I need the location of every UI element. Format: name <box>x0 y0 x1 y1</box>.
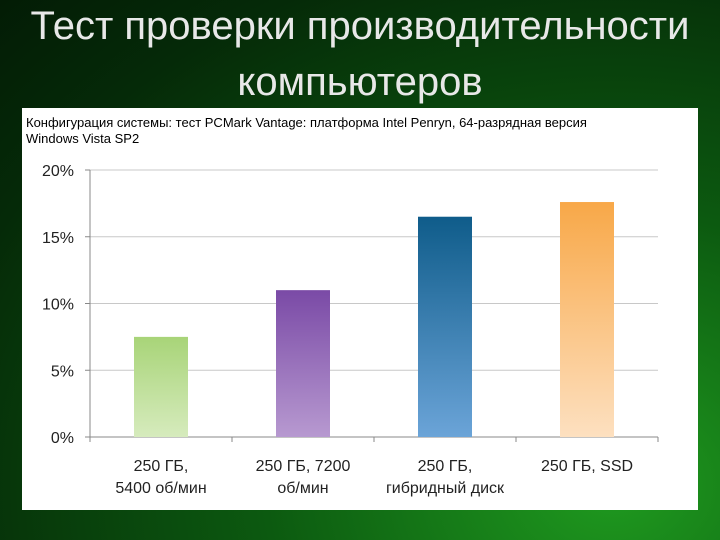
label-layer: 0% 5% 10% 15% 20% 250 ГБ, 5400 об/мин 250 ГБ, 7… <box>42 163 633 497</box>
chart-title: Конфигурация системы: тест PCMark Vantag… <box>26 115 694 147</box>
slide-title: Тест проверки производительности компьют… <box>0 0 720 108</box>
x-tick-label: гибридный диск <box>386 480 505 497</box>
x-tick-label: 250 ГБ, <box>418 458 473 475</box>
y-tick-label: 20% <box>42 163 74 180</box>
slide-title-line2: компьютеров <box>237 60 483 104</box>
bar <box>134 336 188 437</box>
y-tick-label: 15% <box>42 230 74 247</box>
bar <box>418 216 472 437</box>
x-tick-label: 5400 об/мин <box>115 480 206 497</box>
bar-layer <box>134 202 614 437</box>
chart-title-line2: Windows Vista SP2 <box>26 131 140 146</box>
x-tick-label: 250 ГБ, 7200 <box>256 458 351 475</box>
y-tick-label: 5% <box>51 363 74 380</box>
slide-title-line1: Тест проверки производительности <box>30 4 690 48</box>
chart-panel: Конфигурация системы: тест PCMark Vantag… <box>22 108 698 510</box>
y-tick-label: 0% <box>51 430 74 447</box>
bar <box>560 202 614 437</box>
chart-title-line1: Конфигурация системы: тест PCMark Vantag… <box>26 115 587 130</box>
y-tick-label: 10% <box>42 297 74 314</box>
x-tick-label: об/мин <box>277 480 328 497</box>
bar <box>276 290 330 437</box>
bar-chart: 0% 5% 10% 15% 20% 250 ГБ, 5400 об/мин 250 ГБ, 7… <box>42 163 659 497</box>
x-tick-label: 250 ГБ, SSD <box>541 458 633 475</box>
x-tick-label: 250 ГБ, <box>134 458 189 475</box>
